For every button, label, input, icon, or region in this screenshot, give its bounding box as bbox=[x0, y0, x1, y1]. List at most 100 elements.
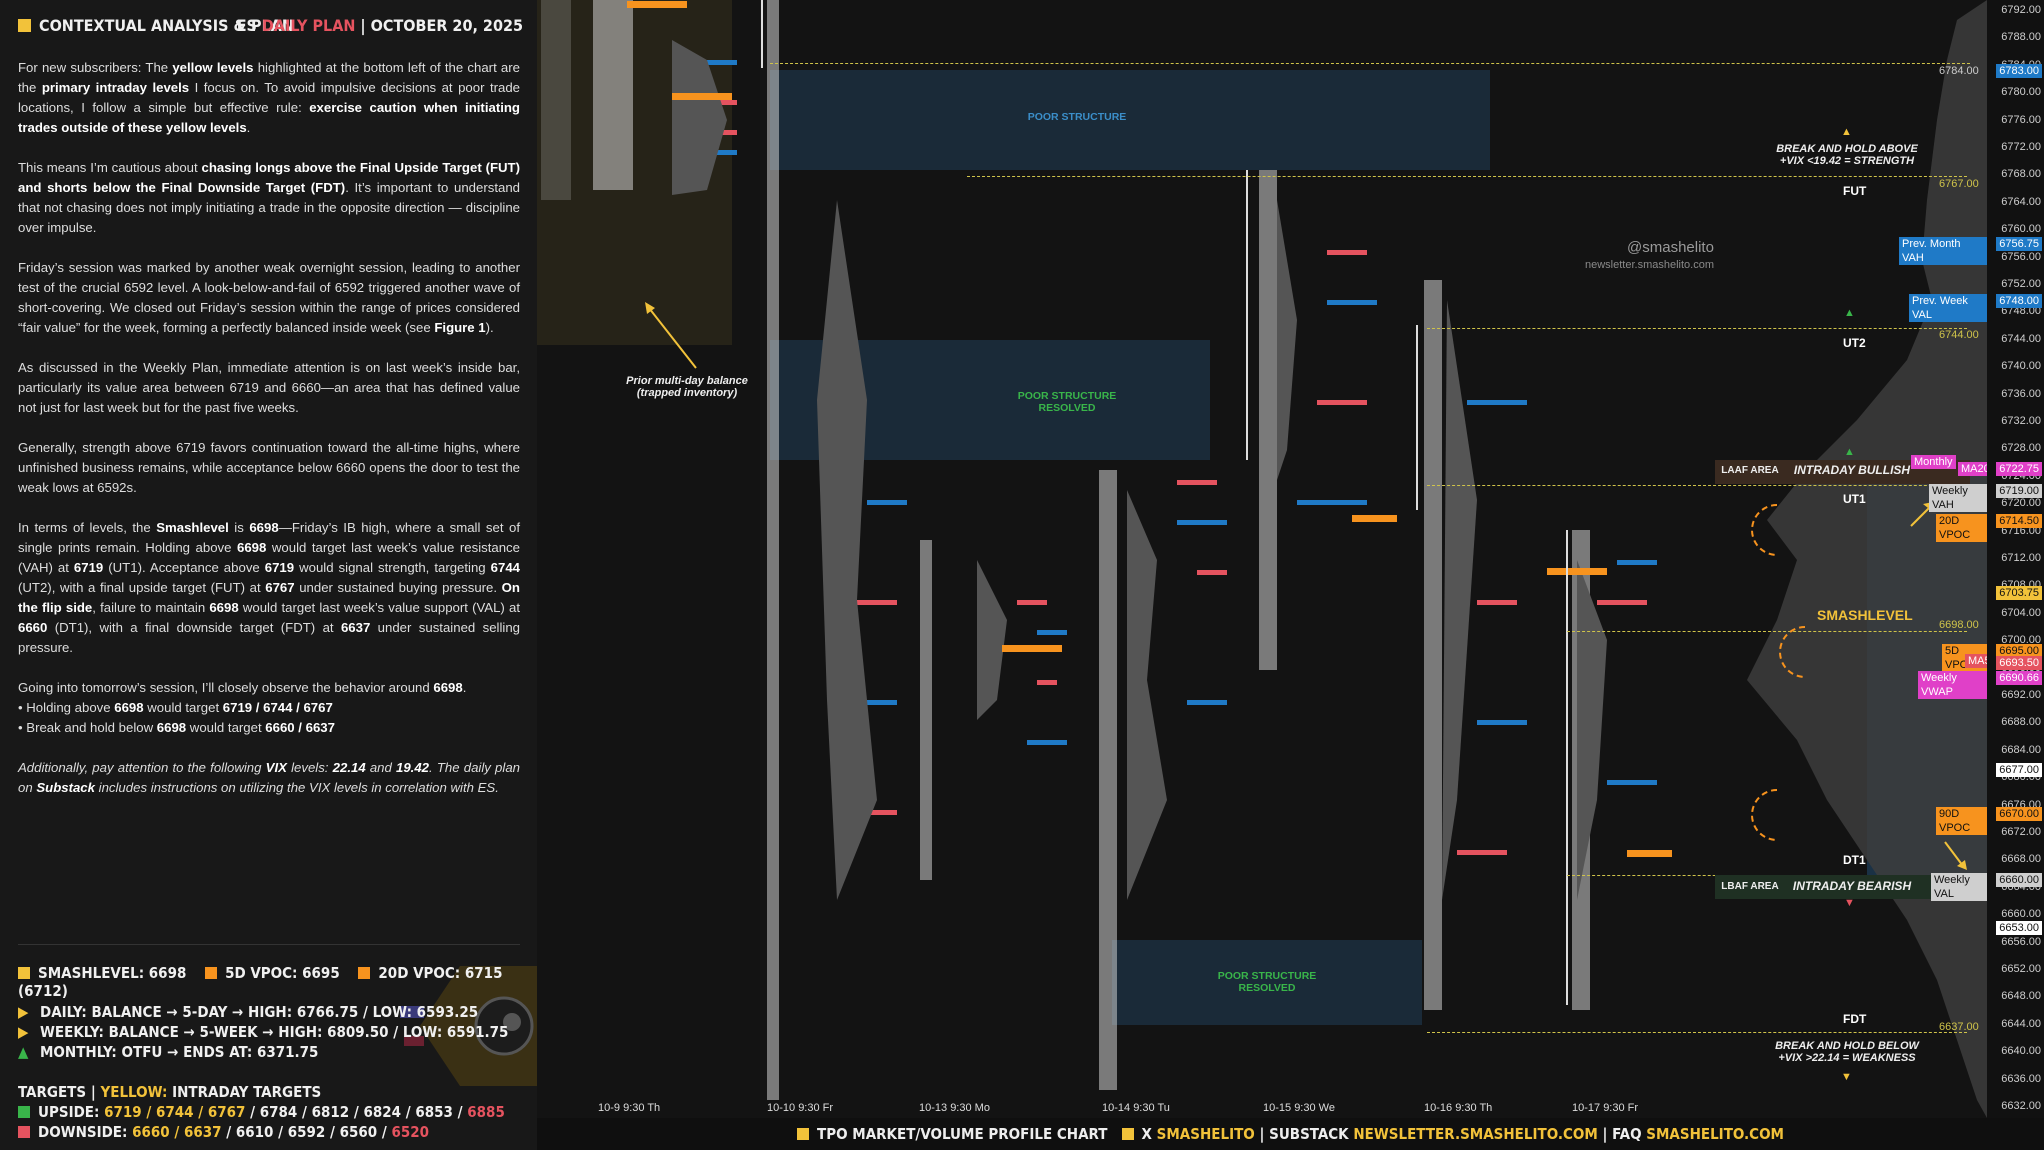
poor-structure-label: POOR STRUCTURE bbox=[1027, 111, 1127, 123]
poor-structure-resolved-label: POOR STRUCTURE RESOLVED bbox=[1017, 390, 1117, 414]
axis-tag-6748: 6748.00 bbox=[1996, 294, 2042, 308]
targets-downside: DOWNSIDE: 6660 / 6637 / 6610 / 6592 / 65… bbox=[18, 1123, 429, 1141]
tag-prev-week-val: Prev. Week VAL bbox=[1909, 294, 1987, 322]
axis-tick: 6748.00 bbox=[2001, 305, 2041, 318]
axis-tick: 6688.00 bbox=[2001, 716, 2041, 729]
yellow-square-icon bbox=[18, 967, 30, 979]
lbaf-area bbox=[1715, 875, 1970, 899]
date-label-4: 10-14 9:30 Tu bbox=[1102, 1102, 1170, 1114]
price-axis[interactable]: 6628.006632.006636.006640.006644.006648.… bbox=[1987, 0, 2044, 1150]
tag-weekly-vwap: Weekly VWAP bbox=[1918, 671, 1987, 699]
axis-tick: 6752.00 bbox=[2001, 278, 2041, 290]
plan-date: ES DAILY PLAN | OCTOBER 20, 2025 bbox=[236, 16, 523, 35]
axis-tick: 6744.00 bbox=[2001, 332, 2041, 345]
watermark-url: newsletter.smashelito.com bbox=[1585, 259, 1714, 271]
axis-tick: 6648.00 bbox=[2001, 990, 2041, 1003]
tag-monthly: Monthly bbox=[1911, 455, 1956, 469]
level-line-6637 bbox=[1427, 1032, 1967, 1033]
vpoc-arc-icon bbox=[1751, 504, 1778, 556]
paragraph-levels: In terms of levels, the Smashlevel is 66… bbox=[18, 520, 521, 655]
yellow-square-icon bbox=[1121, 1128, 1134, 1140]
watermark-handle: @smashelito bbox=[1627, 239, 1714, 256]
axis-tag-6783: 6783.00 bbox=[1996, 64, 2042, 78]
targets-upside: UPSIDE: 6719 / 6744 / 6767 / 6784 / 6812… bbox=[18, 1103, 505, 1121]
date-label-1: 10-9 9:30 Th bbox=[598, 1102, 661, 1114]
level-6698-value: 6698.00 bbox=[1939, 619, 1979, 631]
footer-substack-link[interactable]: NEWSLETTER.SMASHELITO.COM bbox=[1353, 1125, 1598, 1143]
axis-tag-6714: 6714.50 bbox=[1996, 514, 2042, 528]
axis-tag-6722: 6722.75 bbox=[1996, 462, 2042, 476]
paragraph-strength: Generally, strength above 6719 favors co… bbox=[18, 440, 520, 495]
axis-tick: 6792.00 bbox=[2001, 4, 2041, 16]
axis-tick: 6756.00 bbox=[2001, 250, 2041, 263]
level-6744-value: 6744.00 bbox=[1939, 329, 1979, 341]
date-label-6: 10-16 9:30 Th bbox=[1424, 1102, 1493, 1114]
footer-x: X bbox=[1141, 1125, 1152, 1143]
axis-tag-6719: 6719.00 bbox=[1996, 484, 2042, 498]
axis-tick: 6668.00 bbox=[2001, 853, 2041, 866]
bullet-break: • Break and hold below 6698 would target… bbox=[18, 720, 335, 735]
mascot-eye-icon bbox=[400, 966, 537, 1086]
orange-square-icon bbox=[205, 967, 218, 979]
footer-faq-link[interactable]: SMASHELITO.COM bbox=[1646, 1125, 1784, 1143]
axis-tag-6756: 6756.75 bbox=[1996, 237, 2042, 251]
ut1-label: UT1 bbox=[1843, 492, 1866, 506]
poor-structure-resolved-label-2: POOR STRUCTURE RESOLVED bbox=[1217, 970, 1317, 994]
tag-weekly-val: Weekly VAL bbox=[1931, 873, 1987, 901]
date-label-5: 10-15 9:30 We bbox=[1263, 1102, 1335, 1114]
axis-tick: 6644.00 bbox=[2001, 1017, 2041, 1030]
level-6767-value: 6767.00 bbox=[1939, 178, 1979, 190]
axis-tick: 6640.00 bbox=[2001, 1045, 2041, 1058]
axis-tag-6653: 6653.00 bbox=[1996, 921, 2042, 935]
axis-tick: 6776.00 bbox=[2001, 113, 2041, 126]
play-triangle-icon: ▶ bbox=[18, 1023, 29, 1041]
axis-tick: 6764.00 bbox=[2001, 195, 2041, 208]
axis-tag-6695: 6695.00 bbox=[1996, 644, 2042, 658]
up-triangle-icon: ▲ bbox=[1841, 126, 1852, 138]
axis-tag-6693: 6693.50 bbox=[1996, 656, 2042, 670]
down-triangle-icon: ▼ bbox=[1841, 1071, 1852, 1083]
axis-tick: 6732.00 bbox=[2001, 415, 2041, 427]
fut-label: FUT bbox=[1843, 184, 1867, 198]
paragraph-vix: Additionally, pay attention to the follo… bbox=[18, 760, 520, 795]
level-6784-value: 6784.00 bbox=[1939, 65, 1979, 77]
axis-tick: 6728.00 bbox=[2001, 442, 2041, 455]
axis-tick: 6636.00 bbox=[2001, 1072, 2041, 1085]
prior-balance-note: Prior multi-day balance (trapped inventor… bbox=[626, 375, 748, 399]
axis-tick: 6672.00 bbox=[2001, 826, 2041, 838]
monthly-text: MONTHLY: OTFU → ENDS AT: 6371.75 bbox=[40, 1043, 319, 1061]
smashlevel-label: SMASHLEVEL bbox=[1817, 607, 1913, 623]
axis-tick: 6720.00 bbox=[2001, 497, 2041, 510]
axis-tick: 6692.00 bbox=[2001, 689, 2041, 701]
red-square-icon bbox=[18, 1126, 30, 1138]
footer-x-handle-link[interactable]: SMASHELITO bbox=[1156, 1125, 1255, 1143]
axis-tick: 6712.00 bbox=[2001, 552, 2041, 564]
targets-heading: TARGETS | YELLOW: INTRADAY TARGETS bbox=[18, 1083, 322, 1101]
divider bbox=[18, 944, 520, 945]
paragraph-caution: This means I’m cautious about chasing lo… bbox=[18, 160, 520, 235]
stat-monthly: ▲ MONTHLY: OTFU → ENDS AT: 6371.75 bbox=[18, 1043, 318, 1061]
ut2-label: UT2 bbox=[1843, 336, 1866, 350]
fdt-label: FDT bbox=[1843, 1012, 1867, 1026]
date-label-2: 10-10 9:30 Fr bbox=[767, 1102, 834, 1114]
vpoc5-value: 5D VPOC: 6695 bbox=[225, 964, 340, 982]
daily-text: DAILY: BALANCE → 5-DAY → HIGH: 6766.75 /… bbox=[40, 1003, 479, 1021]
level-line-6719 bbox=[1427, 485, 1967, 486]
down-triangle-icon: ▼ bbox=[1844, 897, 1855, 909]
tpo-chart[interactable]: POOR STRUCTURE POOR STRUCTURE RESOLVED PO… bbox=[537, 0, 1987, 1150]
green-square-icon bbox=[18, 1106, 30, 1118]
arrow-down-right-icon bbox=[1944, 841, 1967, 870]
axis-tick: 6632.00 bbox=[2001, 1100, 2041, 1112]
tag-weekly-vah: Weekly VAH bbox=[1929, 484, 1987, 512]
analysis-text: For new subscribers: The yellow levels h… bbox=[18, 58, 520, 818]
axis-tick: 6772.00 bbox=[2001, 141, 2041, 153]
smashlevel-value: SMASHLEVEL: 6698 bbox=[38, 964, 187, 982]
stat-weekly: ▶ WEEKLY: BALANCE → 5-WEEK → HIGH: 6809.5… bbox=[18, 1023, 508, 1041]
vpoc-arc-icon bbox=[1779, 626, 1806, 678]
laaf-label: LAAF AREA bbox=[1721, 465, 1779, 476]
stat-levels: SMASHLEVEL: 6698 5D VPOC: 6695 20D VPOC:… bbox=[18, 964, 537, 1000]
orange-square-icon bbox=[358, 967, 371, 979]
date: OCTOBER 20, 2025 bbox=[370, 16, 523, 35]
intraday-bearish-label: INTRADAY BEARISH bbox=[1792, 879, 1912, 893]
paragraph-friday: Friday’s session was marked by another w… bbox=[18, 260, 520, 335]
